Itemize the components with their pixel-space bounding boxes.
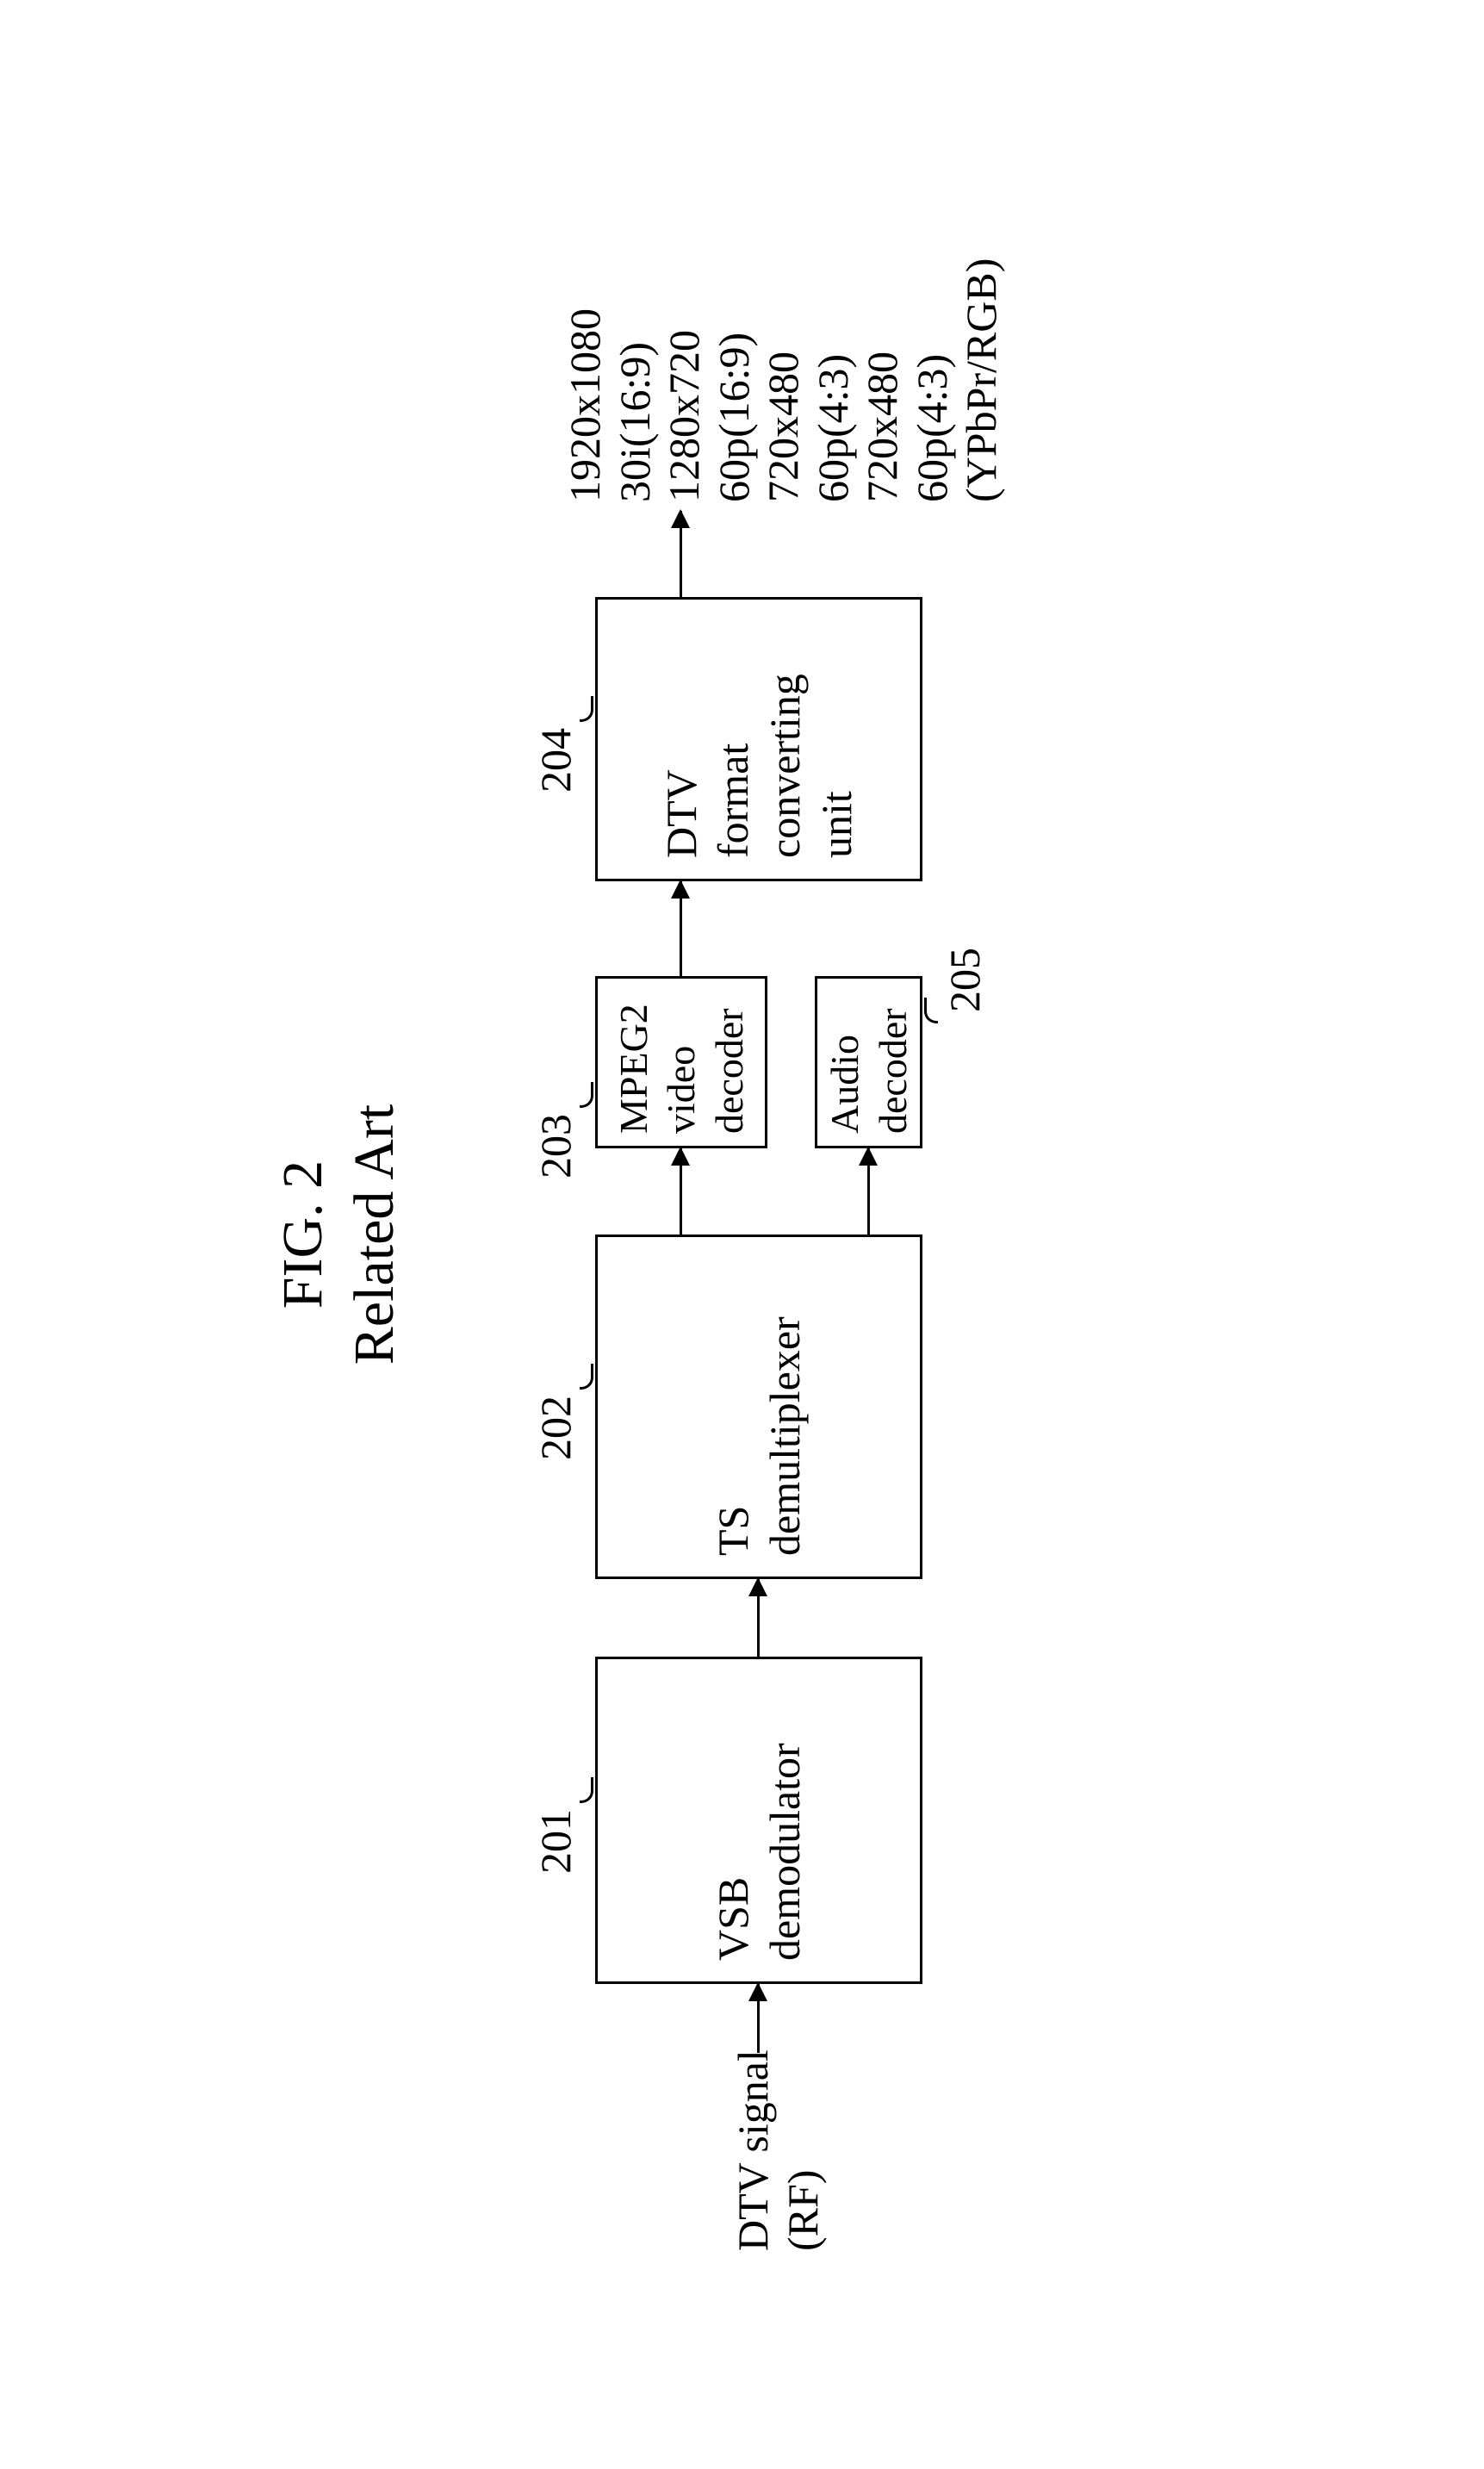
b203-l1: MPEG2 [610,994,657,1134]
figure-title: FIG. 2 Related Art [268,244,410,2225]
arrow-203-to-204 [680,881,682,976]
output-label: 1920x1080 30i(16:9) 1280x720 60p(16:9) 7… [561,244,1007,502]
b202-l2: demultiplexer [759,1253,810,1556]
out-l2: 1280x720 60p(16:9) [660,244,759,502]
b204-l3: converting [759,615,810,858]
b201-l2: demodulator [759,1675,810,1961]
ref-tick-203 [580,1082,593,1108]
input-label: DTV signal (RF) [729,2049,828,2251]
b201-l1: VSB [707,1675,759,1961]
title-line-1: FIG. 2 [268,244,339,2225]
ref-201: 201 [531,1809,581,1874]
block-vsb-demodulator: VSB demodulator [595,1657,922,1984]
block-audio-decoder: Audio decoder [815,976,922,1148]
out-l4: 720x480 60p(4:3) [858,244,957,502]
input-line-2: (RF) [779,2049,829,2251]
block-mpeg2-video-decoder: MPEG2 video decoder [595,976,767,1148]
arrow-201-to-202 [757,1579,760,1657]
block-diagram: FIG. 2 Related Art DTV signal (RF) 201 V… [268,244,1215,2225]
b204-l1: DTV [655,615,707,858]
arrow-input-to-201 [757,1984,760,2053]
title-line-2: Related Art [339,244,411,2225]
ref-tick-204 [580,696,593,722]
ref-tick-205 [924,998,938,1023]
ref-tick-202 [580,1364,593,1390]
arrow-202-to-203 [680,1148,682,1234]
out-l3: 720x480 60p(4:3) [759,244,858,502]
b204-l2: format [707,615,759,858]
ref-203: 203 [531,1114,581,1179]
arrow-204-to-output [680,511,682,597]
b202-l1: TS [707,1253,759,1556]
b204-l4: unit [810,615,862,858]
b203-l3: decoder [705,994,753,1134]
out-l1: 1920x1080 30i(16:9) [561,244,660,502]
ref-204: 204 [531,728,581,793]
block-dtv-format-converting-unit: DTV format converting unit [595,597,922,881]
arrow-202-to-205 [867,1148,870,1234]
b203-l2: video [657,994,705,1134]
b205-l1: Audio [821,994,868,1134]
ref-tick-201 [580,1777,593,1803]
out-l5: (YPbPr/RGB) [957,244,1007,502]
ref-202: 202 [531,1396,581,1460]
input-line-1: DTV signal [729,2049,779,2251]
ref-205: 205 [940,948,990,1012]
b205-l2: decoder [869,994,916,1134]
block-ts-demultiplexer: TS demultiplexer [595,1234,922,1579]
